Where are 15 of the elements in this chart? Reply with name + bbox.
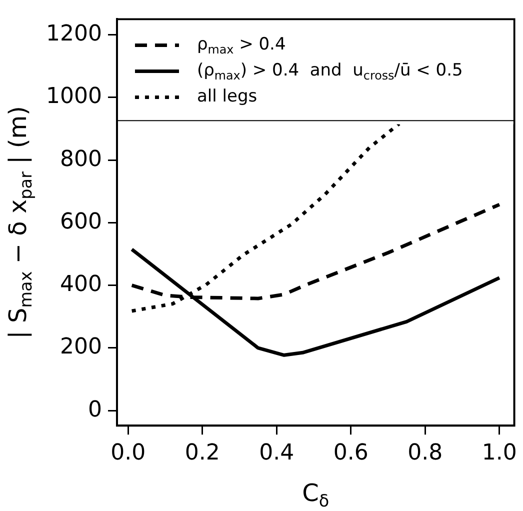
y-tick-label: 1200 xyxy=(46,22,102,47)
y-tick-label: 600 xyxy=(60,209,102,234)
y-tick-label: 0 xyxy=(88,397,102,422)
x-tick-label: 0.0 xyxy=(110,440,146,466)
legend-label: all legs xyxy=(196,86,258,107)
y-axis-title: | Smax − δ xpar | (m) xyxy=(4,106,36,339)
y-tick-label: 200 xyxy=(60,334,102,360)
x-tick-label: 0.8 xyxy=(408,440,443,466)
y-tick-label: 800 xyxy=(60,146,102,172)
x-tick-label: 0.2 xyxy=(184,440,220,466)
x-tick-label: 1.0 xyxy=(482,440,517,466)
y-tick-label: 400 xyxy=(60,272,102,298)
y-tick-label: 1000 xyxy=(46,84,102,110)
x-tick-label: 0.6 xyxy=(333,440,368,466)
x-tick-label: 0.4 xyxy=(259,440,294,466)
